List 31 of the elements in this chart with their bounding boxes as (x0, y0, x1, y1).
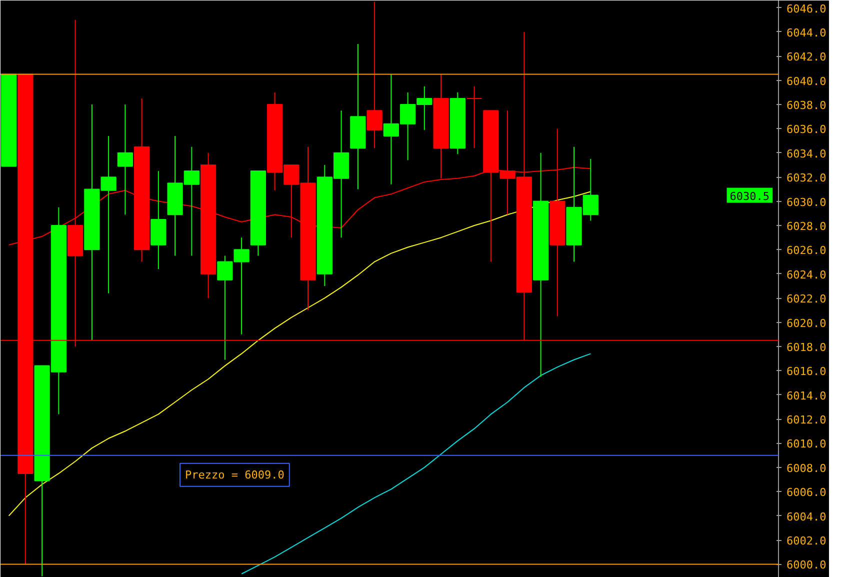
ref-line-label: Prezzo = 6009.0 (185, 468, 284, 482)
y-tick-label: 6024.0 (786, 268, 826, 282)
y-tick-label: 6038.0 (786, 99, 826, 112)
y-tick-label: 6030.0 (786, 196, 826, 209)
y-tick-label: 6000.0 (786, 558, 826, 572)
y-tick-label: 6042.0 (786, 50, 826, 64)
candlestick (466, 86, 482, 149)
line-series (241, 353, 592, 574)
y-tick-label: 6036.0 (786, 123, 826, 136)
y-tick-label: 6032.0 (786, 172, 826, 185)
y-tick-label: 6016.0 (786, 365, 826, 378)
y-tick-label: 6010.0 (786, 438, 826, 451)
candlestick (366, 1, 382, 149)
line-series (8, 191, 592, 516)
y-tick-label: 6034.0 (786, 147, 826, 160)
y-tick-label: 6022.0 (786, 292, 826, 306)
y-tick-label: 6002.0 (786, 534, 826, 548)
y-tick-label: 6012.0 (786, 414, 826, 427)
y-tick-label: 6020.0 (786, 316, 826, 330)
y-tick-label: 6046.0 (786, 2, 826, 16)
y-tick-label: 6026.0 (786, 244, 826, 258)
text: 6030.5 (730, 190, 770, 203)
y-tick-label: 6008.0 (786, 462, 826, 475)
y-tick-label: 6044.0 (786, 26, 826, 40)
y-tick-label: 6040.0 (786, 74, 826, 88)
y-tick-label: 6014.0 (786, 389, 826, 402)
y-tick-label: 6006.0 (786, 486, 826, 500)
candlestick (117, 104, 133, 216)
y-tick-label: 6028.0 (786, 220, 826, 233)
y-tick-label: 6018.0 (786, 340, 826, 354)
y-tick-label: 6004.0 (786, 510, 826, 524)
